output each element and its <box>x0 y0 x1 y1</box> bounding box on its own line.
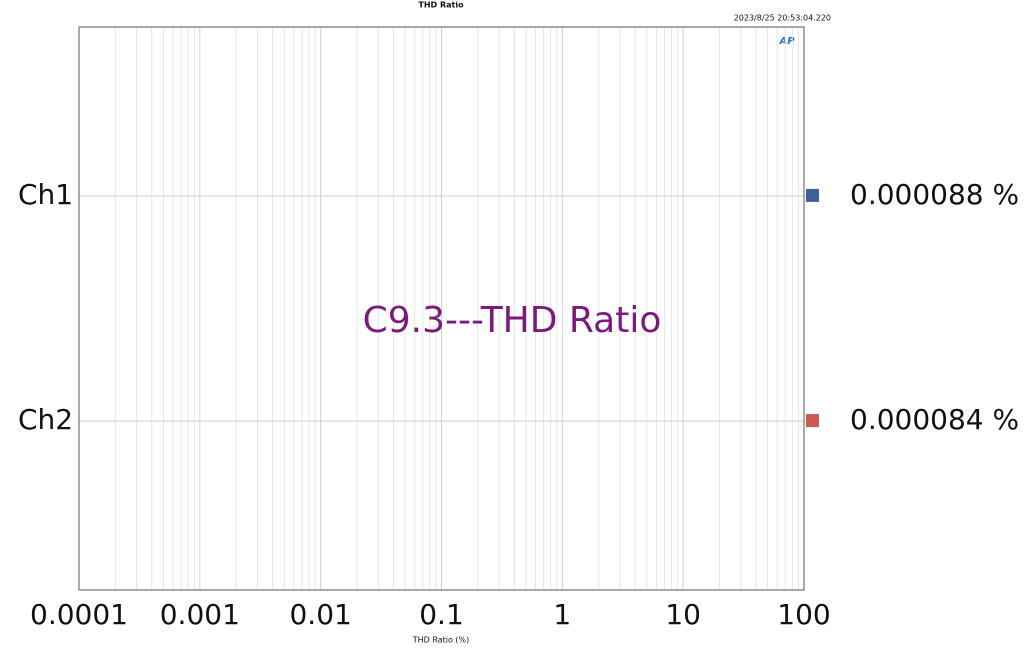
timestamp: 2023/8/25 20:53:04.220 <box>734 14 831 23</box>
x-axis-label: THD Ratio (%) <box>412 636 470 645</box>
y-tick-label: Ch1 <box>18 178 73 211</box>
x-tick-label: 100 <box>777 598 830 631</box>
chart-title: THD Ratio <box>418 1 464 10</box>
x-tick-label: 0.01 <box>289 598 351 631</box>
value-marker <box>806 414 819 428</box>
value-label: 0.000084 % <box>850 403 1019 436</box>
x-tick-label: 0.0001 <box>30 598 128 631</box>
annotation: C9.3---THD Ratio <box>363 300 662 341</box>
x-tick-label: 0.1 <box>419 598 464 631</box>
x-tick-label: 1 <box>553 598 571 631</box>
x-tick-label: 0.001 <box>160 598 240 631</box>
x-tick-label: 10 <box>665 598 701 631</box>
bar <box>72 128 79 263</box>
value-marker <box>806 188 819 202</box>
logo: AP <box>778 36 795 47</box>
value-label: 0.000088 % <box>850 178 1019 211</box>
plot-frame <box>78 26 805 591</box>
y-tick-label: Ch2 <box>18 403 73 436</box>
